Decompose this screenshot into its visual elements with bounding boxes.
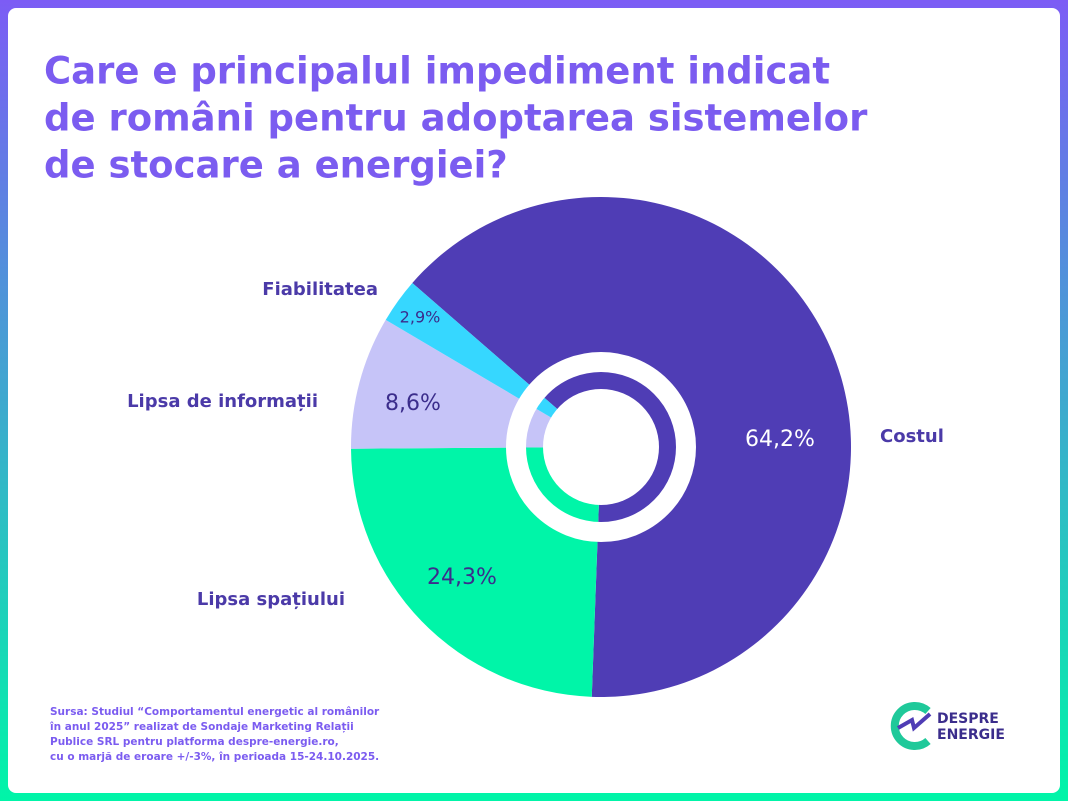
slice [351,319,601,449]
ring-gap [506,352,696,542]
logo-text: ENERGIE [937,727,1005,743]
chart-title: de stocare a energiei? [44,144,508,187]
chart-title: Care e principalul impediment indicat [44,50,830,93]
hole [543,389,659,505]
logo-bolt [897,712,932,732]
value-label: 2,9% [400,308,441,327]
value-label: 64,2% [745,427,815,452]
chart-title: de români pentru adoptarea sistemelor [44,97,868,140]
value-label: 8,6% [385,391,441,416]
logo-mark [890,702,931,750]
category-label: Costul [880,426,944,447]
category-label: Lipsa spațiului [197,589,345,610]
category-label: Lipsa de informații [127,391,318,412]
source-note: Publice SRL pentru platforma despre-ener… [50,736,339,748]
category-label: Fiabilitatea [262,279,378,300]
source-note: cu o marjă de eroare +/-3%, în perioada … [50,751,379,763]
source-note: Sursa: Studiul “Comportamentul energetic… [50,706,380,718]
slice [385,282,601,447]
source-note: în anul 2025” realizat de Sondaje Market… [49,721,354,733]
logo-text: DESPRE [937,711,999,727]
value-label: 24,3% [427,565,497,590]
